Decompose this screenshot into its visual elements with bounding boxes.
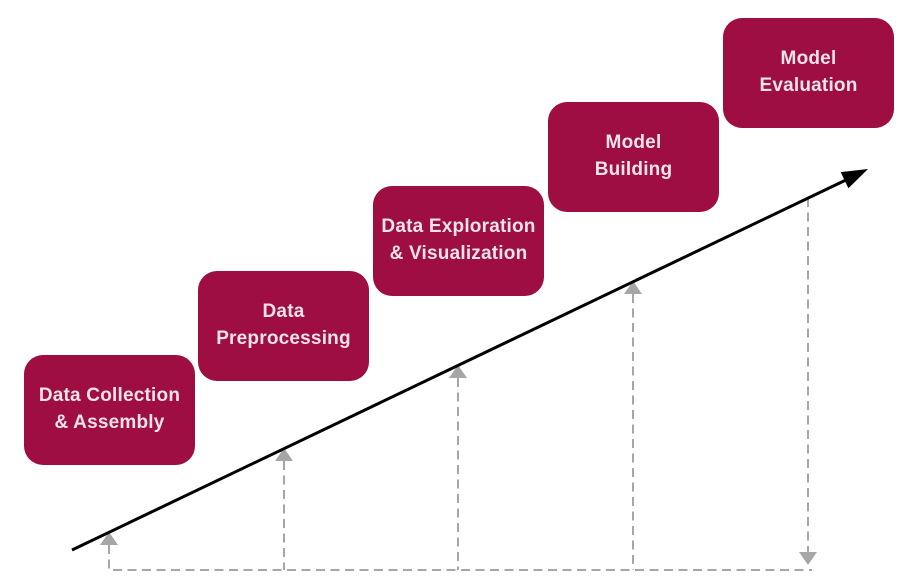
step-label: Data Collection & Assembly (38, 385, 181, 433)
step-box-model-evaluation: Model Evaluation (723, 18, 894, 128)
up-arrow-icon (449, 365, 467, 378)
step-label: Data Exploration & Visualization (381, 216, 536, 264)
step-box-data-exploration: Data Exploration & Visualization (373, 186, 544, 296)
step-box-model-building: Model Building (548, 102, 719, 212)
up-arrow-icon (275, 448, 293, 461)
step-label: Data Preprocessing (216, 301, 351, 349)
arrowhead-icon (840, 169, 868, 189)
up-arrow-icon (624, 281, 642, 294)
step-label: Model Evaluation (759, 48, 858, 96)
trend-line (71, 177, 849, 552)
step-box-data-collection: Data Collection & Assembly (24, 355, 195, 465)
down-arrow-icon (799, 552, 817, 565)
step-label: Model Building (594, 132, 673, 180)
guide-baseline (108, 545, 812, 571)
up-arrow-icon (100, 532, 118, 545)
step-box-data-preprocessing: Data Preprocessing (198, 271, 369, 381)
